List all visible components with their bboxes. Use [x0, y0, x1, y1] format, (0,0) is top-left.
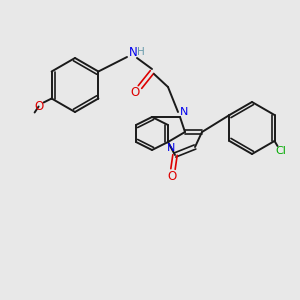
Text: O: O [167, 169, 177, 182]
Text: Cl: Cl [275, 146, 286, 156]
Text: O: O [34, 100, 43, 113]
Text: H: H [137, 47, 145, 57]
Text: N: N [129, 46, 137, 59]
Text: O: O [130, 85, 140, 98]
Text: N: N [180, 107, 188, 117]
Text: N: N [167, 143, 175, 153]
